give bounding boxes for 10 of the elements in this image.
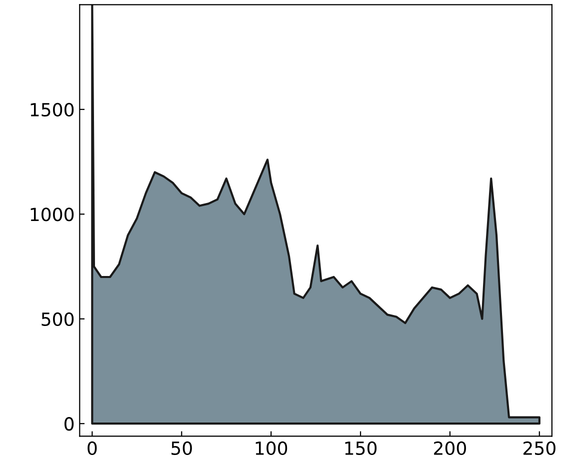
y-tick-label: 0: [64, 417, 74, 431]
x-tick-label: 0: [88, 441, 97, 456]
y-tick-label: 500: [42, 312, 74, 326]
x-tick-label: 200: [434, 441, 466, 456]
x-tick-label: 50: [172, 441, 192, 456]
x-tick-label: 100: [256, 441, 288, 456]
x-tick-label: 250: [524, 441, 556, 456]
y-tick-label: 1500: [30, 102, 74, 117]
x-tick-label: 150: [345, 441, 377, 456]
y-tick-label: 1000: [30, 208, 74, 222]
